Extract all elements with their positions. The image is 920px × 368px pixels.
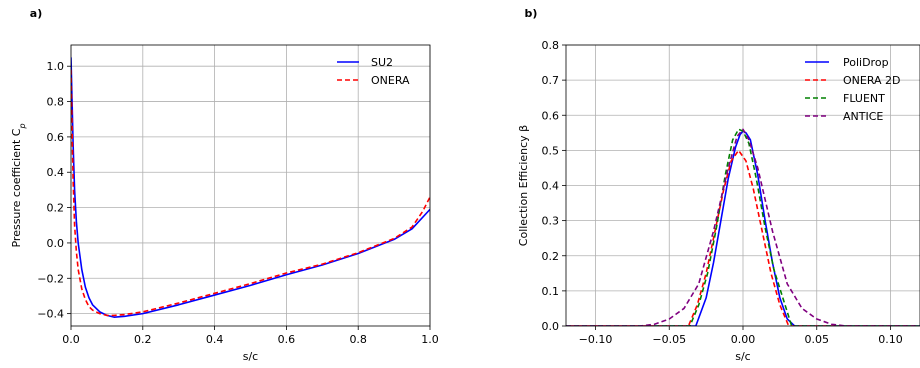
y-axis-label: Pressure coefficient Cp bbox=[10, 123, 27, 247]
legend-label: ONERA bbox=[371, 74, 410, 87]
x-axis-label: s/c bbox=[735, 350, 751, 363]
y-tick-label: 0.3 bbox=[542, 215, 560, 228]
plot-frame bbox=[70, 44, 431, 327]
y-tick-label: 0.1 bbox=[542, 285, 560, 298]
y-tick-label: 0.8 bbox=[542, 39, 560, 52]
x-tick-label: 0.0 bbox=[62, 333, 80, 346]
legend-label: FLUENT bbox=[843, 92, 885, 105]
series-line-antice bbox=[566, 128, 920, 326]
panel-tag: b) bbox=[525, 7, 538, 20]
legend-label: ANTICE bbox=[843, 110, 883, 123]
y-tick-label: 0.4 bbox=[542, 180, 560, 193]
x-axis-label: s/c bbox=[243, 350, 259, 363]
y-axis-label-subscript: p bbox=[18, 123, 27, 129]
x-tick-label: −0.05 bbox=[652, 333, 686, 346]
y-tick-label: 0.8 bbox=[47, 96, 65, 109]
legend: PoliDrop ONERA 2D FLUENT ANTICE bbox=[805, 56, 901, 123]
x-tick-label: 0.8 bbox=[349, 333, 367, 346]
y-tick-label: 0.5 bbox=[542, 144, 560, 157]
x-tick-label: 0.05 bbox=[805, 333, 830, 346]
y-tick-label: 0.2 bbox=[47, 202, 65, 215]
legend-label: SU2 bbox=[371, 56, 393, 69]
y-axis-label: Collection Efficiency β bbox=[517, 125, 530, 246]
y-tick-label: 1.0 bbox=[47, 60, 65, 73]
chart-panel-a: 0.0 0.2 0.4 0.6 0.8 1.0 −0.4 −0.2 0.0 0.2 0.4 0.6 0.… bbox=[10, 7, 439, 363]
y-tick-label: 0.7 bbox=[542, 74, 560, 87]
chart-panel-b: −0.10 −0.05 0.00 0.05 0.10 0.0 0.1 0.2 0.3 0.4 0.5… bbox=[517, 7, 920, 363]
y-tick-label: −0.2 bbox=[37, 272, 64, 285]
legend: SU2 ONERA bbox=[337, 56, 410, 87]
y-tick-label: 0.6 bbox=[47, 131, 65, 144]
y-axis-label-main: Pressure coefficient C bbox=[10, 128, 23, 247]
x-tick-label: 0.2 bbox=[134, 333, 152, 346]
x-tick-label: 0.00 bbox=[731, 333, 756, 346]
legend-label: PoliDrop bbox=[843, 56, 889, 69]
plot-frame bbox=[565, 44, 920, 327]
series-line-fluent bbox=[566, 128, 920, 326]
y-tick-label: 0.2 bbox=[542, 250, 560, 263]
panel-tag: a) bbox=[30, 7, 42, 20]
y-tick-label: 0.0 bbox=[542, 320, 560, 333]
x-tick-label: 0.6 bbox=[278, 333, 296, 346]
y-tick-label: 0.4 bbox=[47, 166, 65, 179]
series-line-su2 bbox=[71, 57, 430, 318]
x-tick-label: 1.0 bbox=[421, 333, 439, 346]
legend-label: ONERA 2D bbox=[843, 74, 901, 87]
x-tick-label: 0.10 bbox=[878, 333, 903, 346]
series-line-onera bbox=[71, 69, 430, 317]
x-tick-label: 0.4 bbox=[206, 333, 224, 346]
y-tick-label: 0.0 bbox=[47, 237, 65, 250]
y-tick-label: 0.6 bbox=[542, 109, 560, 122]
x-tick-label: −0.10 bbox=[579, 333, 613, 346]
series-line-onera-2d bbox=[566, 149, 916, 326]
y-tick-label: −0.4 bbox=[37, 308, 64, 321]
